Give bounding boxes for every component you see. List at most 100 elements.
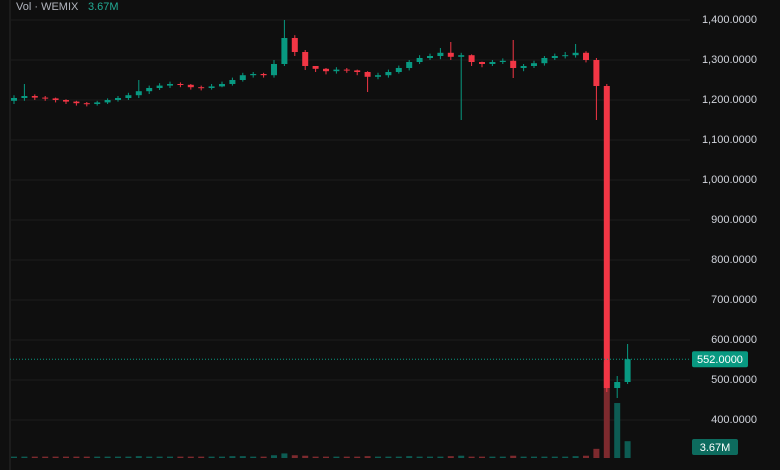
candle-body [593,60,600,86]
volume-bar [291,455,298,458]
volume-bar [395,456,402,458]
volume-bar [333,456,340,458]
candle-body [21,96,28,98]
y-tick-label: 1,100.0000 [702,134,757,146]
volume-bar [583,455,589,458]
candle-body [510,60,517,68]
volume-bar [31,456,38,458]
candle-body [406,62,413,68]
volume-bar [593,448,600,458]
volume-bar [104,456,111,458]
candle-body [177,84,184,85]
volume-bar [427,456,433,458]
volume-bar [489,456,496,458]
volume-bar [146,456,153,458]
volume-bar [375,456,381,458]
volume-bar [11,456,17,458]
candle-body [302,52,309,66]
volume-bar [239,456,246,458]
price-tag: 552.0000 [697,354,743,366]
price-tag-box [692,351,748,368]
volume-bar [603,361,610,458]
volume-bar [572,456,579,458]
y-tick-label: 1,000.0000 [702,174,757,186]
volume-bar [624,441,631,458]
volume-bar [156,456,163,458]
candle-body [572,52,579,56]
candle-body [312,66,319,69]
candle-body [239,75,246,80]
candle-body [468,55,475,62]
volume-bar [385,456,392,458]
volume-bar [63,456,69,458]
candle-body [499,60,506,62]
candle-body [427,56,433,58]
candle-body [73,101,80,104]
candle-body [479,62,485,64]
candle-body [562,55,569,57]
candle-body [83,103,90,105]
candle-body [437,52,444,56]
candle-body [583,52,589,60]
volume-bar [551,456,558,458]
candle-body [208,86,215,88]
candle-body [198,87,205,89]
candle-body [156,85,163,88]
volume-tag-box [692,439,738,455]
volume-bar [302,455,309,458]
volume-bar [208,456,215,458]
volume-bar [229,456,236,458]
y-tick-label: 600.0000 [711,334,757,346]
y-tick-label: 1,200.0000 [702,94,757,106]
volume-bar [167,456,173,458]
volume-bar [416,456,423,458]
candle-body [385,72,392,76]
y-tick-label: 900.0000 [711,214,757,226]
volume-bar [354,456,361,458]
volume-bar [510,455,517,458]
candle-body [31,96,38,98]
volume-tag: 3.67M [700,442,731,454]
volume-bar [343,456,350,458]
volume-bar [21,456,28,458]
y-tick-label: 500.0000 [711,374,757,386]
volume-bar [52,456,59,458]
volume-bar [115,456,121,458]
volume-bar [73,456,80,458]
candle-body [167,84,173,86]
volume-bar [42,456,49,458]
volume-bar [219,456,225,458]
volume-bar [458,455,465,458]
candle-body [447,52,454,57]
candle-body [333,69,340,72]
candle-body [603,86,610,388]
volume-bar [479,456,485,458]
volume-bar [562,456,569,458]
volume-bar [94,456,101,458]
volume-bar [250,456,257,458]
volume-bar [520,456,527,458]
candle-body [520,66,527,68]
volume-bar [541,456,548,458]
candle-body [364,72,371,77]
candle-body [11,98,17,101]
volume-bar [323,456,329,458]
y-tick-label: 1,400.0000 [702,14,757,26]
candle-body [395,68,402,72]
volume-bar [177,456,184,458]
volume-bar [406,456,413,458]
candle-body [416,58,423,62]
candle-body [135,91,142,96]
y-tick-label: 400.0000 [711,414,757,426]
candle-body [115,98,121,100]
volume-bar [437,456,444,458]
candle-body [624,359,631,382]
volume-bar [125,456,132,458]
candle-body [187,84,194,88]
candle-body [541,58,548,64]
volume-bar [364,456,371,458]
volume-bar [468,456,475,458]
y-tick-label: 1,300.0000 [702,54,757,66]
